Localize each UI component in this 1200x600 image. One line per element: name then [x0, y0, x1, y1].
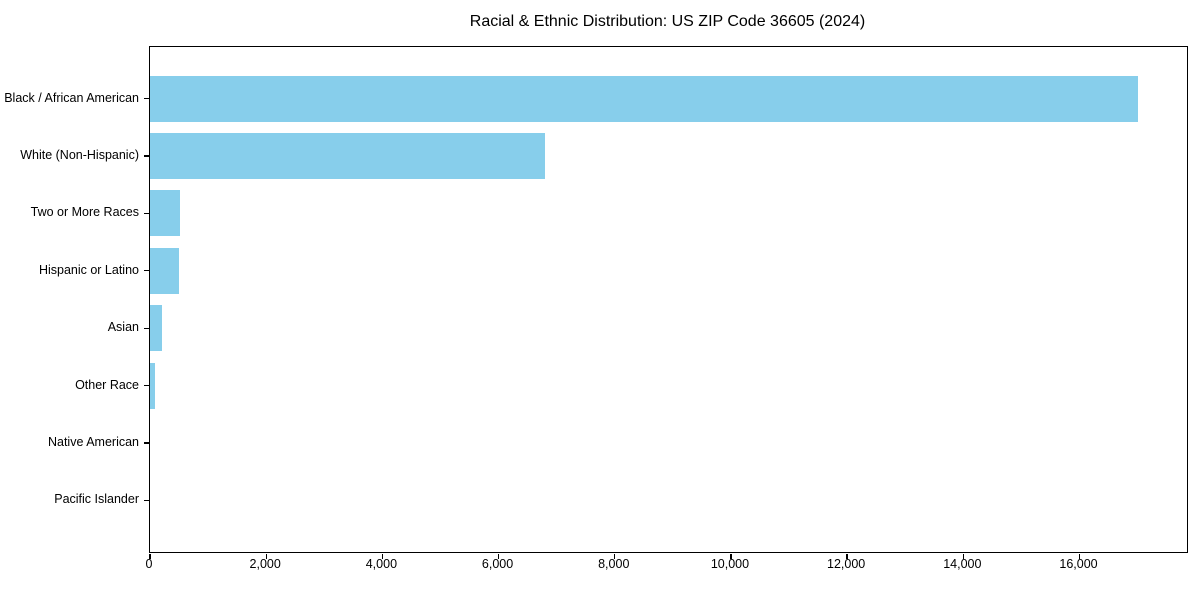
bar-white-non-hispanic: [150, 133, 546, 179]
bar-hispanic-or-latino: [150, 247, 180, 294]
x-tick: [962, 553, 964, 559]
bar-asian: [150, 305, 162, 352]
plot-area: [143, 46, 1188, 559]
x-tick-label: 4,000: [365, 557, 398, 571]
x-tick-label: 2,000: [249, 557, 281, 571]
x-tick-label: 12,000: [827, 557, 866, 571]
y-tick: [143, 442, 149, 444]
chart-title: Racial & Ethnic Distribution: US ZIP Cod…: [469, 13, 866, 30]
x-tick-label: 16,000: [1059, 557, 1098, 571]
y-axis-label: Asian: [107, 320, 139, 335]
y-axis: Black / African American White (Non-Hispa…: [0, 46, 149, 551]
y-axis-label: Black / African American: [4, 90, 139, 105]
y-tick: [143, 155, 149, 157]
y-tick: [143, 212, 149, 215]
y-axis-label: Native American: [47, 434, 139, 449]
y-axis-label: Pacific Islander: [54, 492, 139, 507]
y-tick: [143, 499, 149, 501]
x-tick: [846, 553, 848, 559]
y-tick: [143, 97, 149, 100]
x-tick-label: 6,000: [481, 557, 514, 571]
bar-other-race: [150, 362, 155, 409]
y-axis-label: Hispanic or Latino: [38, 262, 139, 277]
x-tick: [265, 553, 267, 559]
bar-two-or-more-races: [150, 190, 181, 237]
x-tick-label: 8,000: [598, 557, 630, 571]
x-tick: [149, 553, 151, 559]
x-tick-label: 0: [145, 557, 153, 571]
y-tick: [143, 384, 149, 387]
y-axis-label: Two or More Races: [30, 205, 139, 220]
x-tick: [381, 553, 384, 559]
y-axis-label: White (Non-Hispanic): [20, 148, 139, 163]
x-tick-label: 10,000: [710, 557, 750, 571]
y-tick: [143, 270, 149, 272]
x-tick: [614, 553, 616, 559]
x-axis: 0 2,000 4,000 6,000 8,000 10,000 12,000 14,000 1…: [145, 557, 1186, 577]
y-axis-label: Other Race: [75, 377, 139, 392]
x-tick: [1078, 553, 1081, 559]
x-tick-label: 14,000: [943, 557, 982, 571]
x-tick: [730, 553, 732, 559]
y-tick: [143, 327, 149, 329]
bar-black-african-american: [150, 75, 1138, 122]
x-tick: [497, 553, 500, 559]
